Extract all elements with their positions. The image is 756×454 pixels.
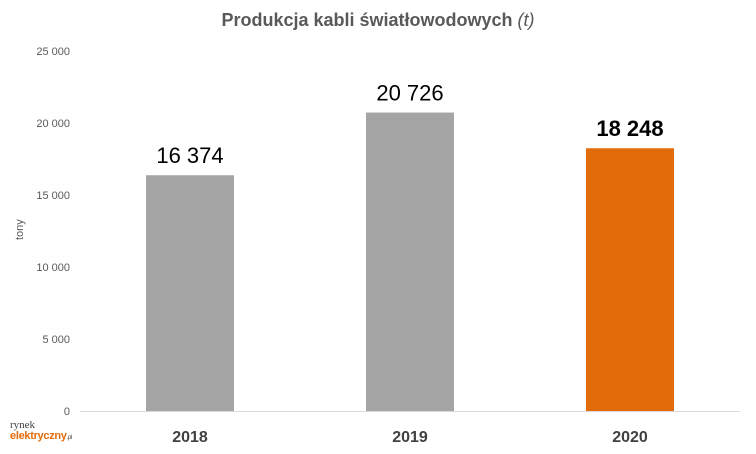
chart-title-unit: (t): [517, 10, 535, 30]
logo-line1: rynek: [10, 419, 36, 431]
y-tick-label: 10 000: [36, 262, 70, 274]
logo-line2-text: elektryczny: [10, 430, 67, 442]
y-tick-label: 15 000: [36, 190, 70, 202]
data-label: 18 248: [596, 116, 663, 141]
y-tick-label: 25 000: [36, 46, 70, 58]
logo: rynek elektryczny.pl: [10, 420, 72, 442]
bar: [366, 112, 454, 412]
logo-suffix: .pl: [66, 435, 73, 441]
y-tick-label: 0: [64, 406, 70, 418]
x-tick-label: 2018: [172, 429, 208, 446]
y-tick-label: 20 000: [36, 118, 70, 130]
data-label: 16 374: [156, 143, 223, 168]
logo-line2: elektryczny.pl: [10, 431, 72, 442]
bar: [586, 148, 674, 411]
x-tick-label: 2019: [392, 429, 428, 446]
chart-title-text: Produkcja kabli światłowodowych: [221, 10, 513, 30]
y-tick-label: 5 000: [42, 334, 70, 346]
x-tick-label: 2020: [612, 429, 648, 446]
chart-title: Produkcja kabli światłowodowych (t): [0, 10, 756, 31]
data-label: 20 726: [376, 81, 443, 106]
bar: [146, 175, 234, 411]
